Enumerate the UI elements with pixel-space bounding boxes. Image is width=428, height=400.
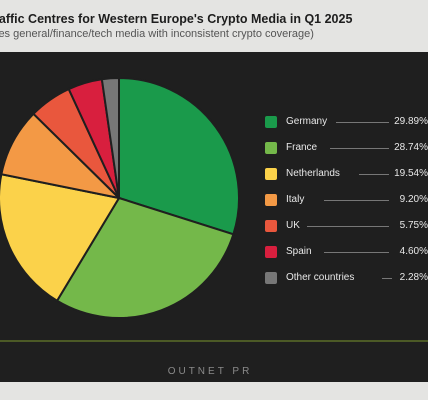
chart-title: raffic Centres for Western Europe's Cryp… xyxy=(0,12,353,26)
pie-slice-germany xyxy=(118,76,240,236)
divider-strip xyxy=(0,340,428,342)
pie-slice-netherlands xyxy=(0,173,121,303)
footer-band xyxy=(0,382,428,400)
pie-chart xyxy=(0,76,240,319)
chart-subtitle: ies general/finance/tech media with inco… xyxy=(0,28,314,40)
brand-logo: OUTNET PR xyxy=(167,366,253,377)
pie-slice-other-countries xyxy=(100,76,120,199)
header: raffic Centres for Western Europe's Cryp… xyxy=(0,0,428,52)
